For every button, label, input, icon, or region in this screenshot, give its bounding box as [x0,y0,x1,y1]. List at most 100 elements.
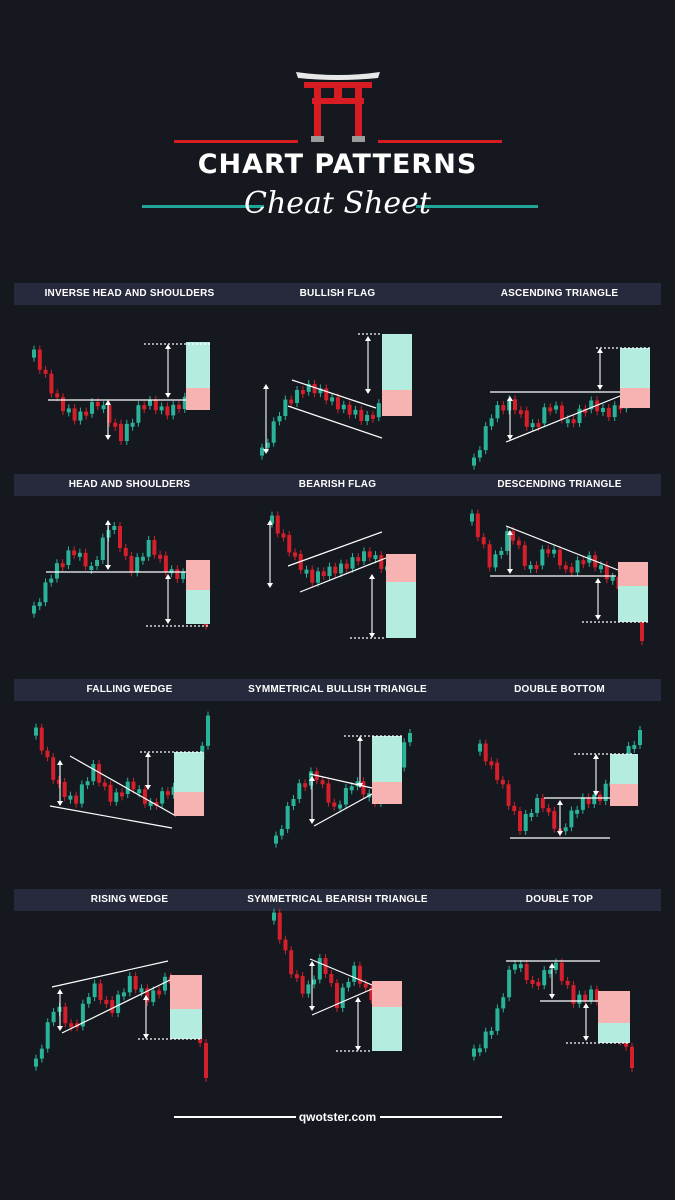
candle-body [501,405,506,411]
stop-zone [372,782,402,804]
candle-body [182,396,187,409]
arrow-head-up [593,754,599,759]
arrow-head-up [597,348,603,353]
candle-body [340,987,345,1008]
trend-line [505,525,619,571]
arrow-head-down [57,1026,63,1031]
candle-body [277,912,282,940]
arrow-head-up [165,574,171,579]
candle-body [140,556,145,561]
candle-body [277,416,282,422]
candle-body [34,1058,38,1067]
target-zone [174,752,204,792]
candle-body [317,958,322,980]
candle-body [283,939,288,951]
arrow-head-up [355,997,361,1002]
candle-body [335,397,340,410]
candle-body [569,567,574,573]
candle-body [575,560,580,573]
candle-body [112,526,117,530]
candle-body [546,808,551,813]
arrow-head-down [595,615,601,620]
arrow-head-down [143,1034,149,1039]
chart-symmetrical-bearish-triangle [272,908,402,1052]
candle-body [265,442,270,448]
candle-body [338,804,343,809]
arrow-head-up [165,344,171,349]
candle-body [324,388,329,401]
candle-body [379,555,384,569]
arrow-head-down [105,435,111,440]
candle-body [505,531,510,551]
candle-body [489,761,494,766]
candle-body [118,526,122,548]
candle-body [571,419,576,424]
candle-body [181,572,186,579]
candle-body [575,809,580,814]
candle-body [352,965,357,982]
candle-body [285,806,290,829]
candle-body [114,792,119,802]
trend-line [309,958,373,986]
candle-body [489,1030,494,1035]
candle-body [512,964,517,970]
candle-body [511,531,516,541]
stop-zone [174,792,204,816]
candle-body [51,757,56,780]
candle-body [499,550,504,555]
arrow-head-down [145,785,151,790]
candle-body [291,799,296,806]
candle-body [512,805,517,812]
candle-body [130,422,135,427]
candle-body [86,997,91,1004]
candle-body [148,802,153,806]
candle-body [39,727,44,751]
arrow-head-up [263,384,269,389]
candle-body [501,997,506,1009]
candle-body [408,733,412,743]
candle-body [72,408,77,421]
trend-line [49,805,173,829]
chart-ascending-triangle [472,347,650,470]
candle-body [475,513,480,538]
candle-body [303,783,308,788]
candle-body [312,383,317,394]
target-zone [598,1023,630,1043]
candle-body [113,422,118,427]
candle-body [356,557,361,562]
candle-body [49,578,54,583]
candle-body [477,450,482,458]
candle-body [353,409,358,415]
candle-body [565,980,570,986]
candle-body [370,414,375,419]
trend-line [287,405,383,439]
footer-website: qwotster.com [298,1110,377,1124]
candle-body [332,802,337,807]
candle-body [32,605,36,614]
candle-body [72,550,77,556]
candle-body [583,408,588,413]
candle-body [139,988,144,993]
candle-body [495,762,500,780]
candle-body [546,549,551,554]
candle-body [34,727,38,736]
target-zone [382,334,412,390]
arrow-head-up [595,578,601,583]
candle-body [513,399,518,411]
candle-body [108,784,113,802]
trend-line [291,379,377,409]
arrow-head-up [105,400,111,405]
arrow-head-down [267,583,273,588]
header-rule-left [174,140,298,143]
arrow-head-up [583,1003,589,1008]
candle-body [142,405,147,410]
arrow-head-down [365,389,371,394]
candle-body [536,423,541,428]
candle-body [481,537,486,545]
candle-body [116,994,121,1013]
arrow-head-up [143,995,149,1000]
candle-body [553,962,558,970]
candle-body [402,742,407,768]
arrow-head-down [593,791,599,796]
candle-body [204,1042,208,1078]
